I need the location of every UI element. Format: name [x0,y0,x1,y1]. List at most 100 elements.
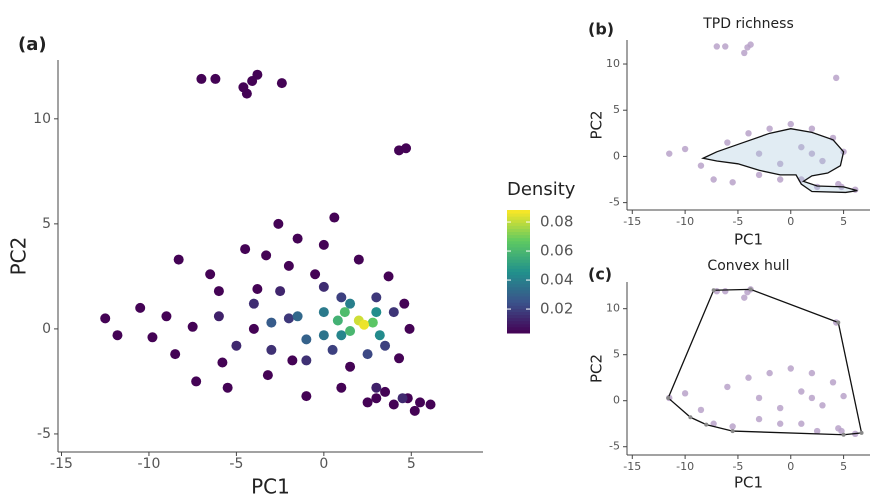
colorbar-step [507,231,530,236]
point [813,427,821,435]
point [318,281,329,292]
colorbar-step [507,246,530,251]
colorbar-title: Density [507,179,576,200]
colorbar-step [507,240,530,245]
point [697,162,705,169]
colorbar-step [507,320,530,325]
point [231,340,242,351]
point [397,393,408,404]
point [332,315,343,326]
colorbar-step [507,286,530,291]
hull-vertex [836,320,841,325]
x-tick-label: 0 [787,460,794,473]
point [217,357,228,368]
y-axis-label: PC2 [588,354,606,383]
point [745,130,752,137]
point [191,376,202,387]
point [388,399,399,410]
point [135,302,146,313]
point [353,254,364,265]
point [401,143,412,154]
point [276,78,287,89]
point [371,307,382,318]
point [399,298,410,309]
point [681,145,689,153]
x-tick-label: -10 [676,215,694,228]
colorbar-step [507,299,530,303]
point [681,390,689,397]
colorbar-step [507,213,530,217]
y-tick-label: 10 [606,302,620,315]
point [187,321,198,332]
point [266,344,277,355]
point [301,334,312,345]
point [292,233,303,244]
point [283,313,294,324]
point [745,374,752,381]
point [345,298,356,309]
panel-label: (b) [588,20,614,39]
point [222,382,233,393]
colorbar-step [507,234,530,239]
point [425,399,436,410]
point [808,369,816,377]
point [367,317,378,328]
panel-label: (c) [588,265,612,284]
point [710,420,717,427]
point [380,386,391,397]
point [697,406,705,414]
point [248,298,259,309]
colorbar-step [507,228,530,233]
point [724,139,731,146]
point [329,212,340,223]
y-tick-label: 0 [613,149,620,162]
y-tick-label: 0 [613,394,620,407]
colorbar-step [507,210,530,214]
point [318,307,329,318]
point [371,393,382,404]
x-tick-label: -10 [138,456,161,472]
colorbar-step [507,317,530,322]
point [819,157,826,165]
x-tick-label: -5 [229,456,243,472]
point [808,125,816,132]
colorbar-step [507,219,530,223]
point [776,420,784,427]
colorbar [507,210,530,334]
colorbar-tick-label: 0.06 [540,242,573,260]
x-tick-label: -5 [732,460,743,473]
point [374,330,385,341]
point [301,355,312,366]
point [147,332,158,343]
point [383,271,394,282]
point [808,394,816,402]
colorbar-step [507,305,530,309]
colorbar-step [507,271,530,276]
x-axis-label: PC1 [251,475,290,497]
colorbar-step [507,265,530,269]
point [787,120,794,128]
colorbar-step [507,283,530,288]
point [247,76,258,87]
point [196,73,207,84]
colorbar-step [507,296,530,300]
hull-vertex [841,432,846,437]
hull-vertex [688,415,693,420]
point [112,330,123,341]
hull-vertex [711,288,716,293]
point [170,349,181,360]
point [713,43,721,50]
colorbar-step [507,326,530,331]
x-tick-label: -15 [623,460,641,473]
y-tick-label: 5 [613,348,620,361]
colorbar-step [507,243,530,248]
point [798,143,805,151]
point [404,323,415,334]
panel-title: Convex hull [707,258,789,274]
point [213,286,224,297]
x-tick-label: -15 [50,456,73,472]
colorbar-tick-label: 0.04 [540,271,573,289]
hull-vertex [704,422,709,427]
point [666,150,673,157]
point [776,176,784,183]
